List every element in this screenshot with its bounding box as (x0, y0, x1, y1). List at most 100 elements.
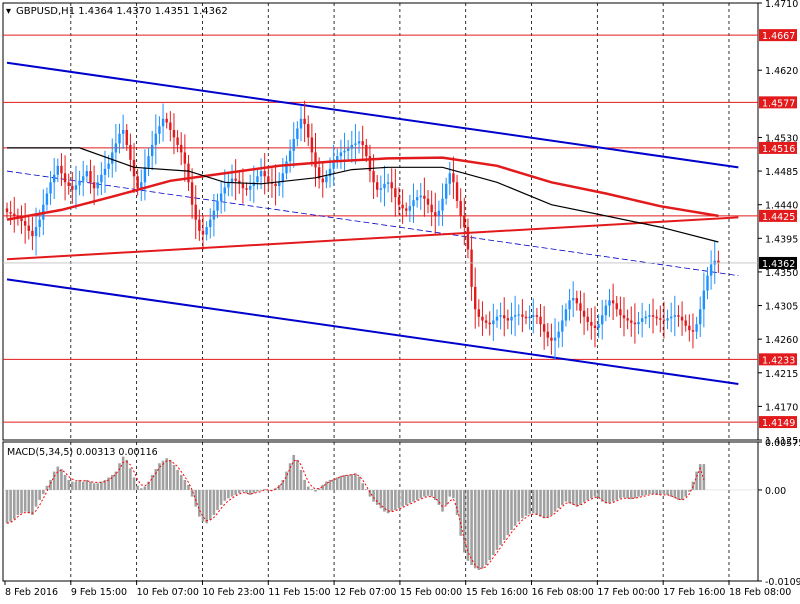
macd-bar (528, 489, 531, 515)
y-tick-label: 1.4620 (765, 66, 798, 77)
candle-body (118, 133, 121, 144)
macd-bar (223, 489, 227, 501)
candle-body (238, 180, 241, 184)
macd-header: MACD(5,34,5) 0.00313 0.00116 (7, 447, 158, 458)
macd-bar (306, 486, 310, 490)
candle-body (150, 144, 154, 157)
candle-body (499, 315, 502, 317)
candle-body (481, 316, 484, 321)
candle-body (27, 225, 30, 231)
candle-body (528, 316, 531, 319)
macd-bar (433, 489, 437, 500)
macd-bar (216, 489, 219, 510)
level-price-tag (759, 209, 797, 222)
level-price-label: 1.4233 (762, 355, 795, 366)
macd-bar (350, 474, 354, 490)
candle-body (67, 182, 70, 187)
candle-body (611, 300, 615, 304)
macd-bar (535, 489, 539, 515)
candle-body (626, 318, 629, 321)
candle-body (680, 316, 684, 321)
candle-body (673, 315, 677, 317)
candle-body (604, 305, 608, 316)
x-tick-label: 10 Feb 23:00 (202, 587, 264, 598)
macd-bar (335, 477, 339, 490)
candle-body (267, 176, 270, 183)
level-price-label: 1.4577 (762, 98, 795, 109)
y-tick-label: 1.4125 (765, 436, 798, 447)
macd-bar (194, 489, 198, 507)
macd-bar (63, 474, 67, 490)
macd-signal-line (6, 459, 705, 569)
candle-body (568, 300, 571, 310)
candle-body (659, 318, 662, 320)
candle-body (85, 171, 89, 177)
macd-bar (586, 489, 590, 500)
macd-bar (662, 489, 666, 495)
candle-body (256, 176, 259, 183)
candle-body (201, 230, 205, 235)
candle-body (263, 171, 266, 177)
macd-bar (34, 489, 38, 507)
macd-bar (640, 489, 644, 496)
macd-bar (553, 489, 557, 512)
candle-body (100, 174, 103, 183)
macd-bar (561, 489, 564, 505)
macd-bar (103, 479, 107, 490)
candle-body (644, 316, 647, 319)
macd-bar (506, 489, 510, 535)
macd-bar (12, 489, 16, 520)
macd-bar (365, 489, 368, 490)
y-tick-label: 1.4215 (765, 369, 798, 380)
macd-bar (27, 489, 31, 514)
macd-bar (139, 488, 143, 490)
macd-bar (437, 489, 441, 505)
macd-bar (201, 489, 205, 522)
macd-bar (644, 489, 648, 495)
candle-body (13, 213, 16, 216)
x-tick-label: 17 Feb 16:00 (663, 587, 725, 598)
y-tick-label: 1.4440 (765, 201, 798, 212)
macd-bar (241, 489, 245, 492)
x-tick-label: 17 Feb 00:00 (597, 587, 659, 598)
macd-bar (81, 481, 85, 490)
candle-body (303, 118, 306, 125)
candle-body (691, 330, 695, 332)
candle-body (307, 124, 310, 138)
macd-bar (677, 489, 680, 500)
macd-bar (412, 489, 415, 502)
macd-bar (267, 489, 270, 491)
candle-body (401, 204, 404, 209)
candle-body (194, 204, 197, 220)
candle-body (132, 159, 136, 177)
macd-bar (114, 471, 118, 490)
candle-body (651, 315, 655, 317)
candle-body (328, 168, 332, 177)
moving-average-line (6, 156, 719, 221)
macd-bar (78, 479, 81, 490)
macd-bar (600, 489, 604, 502)
candle-body (49, 182, 52, 194)
macd-bar (582, 489, 586, 503)
macd-bar (444, 489, 448, 505)
candle-body (542, 324, 546, 332)
candle-body (455, 182, 459, 201)
candle-body (336, 156, 339, 162)
candle-body (535, 315, 539, 317)
macd-bar (85, 479, 89, 490)
candle-body (579, 303, 582, 311)
macd-bar (303, 479, 306, 490)
macd-bar (702, 464, 706, 490)
macd-bar (557, 489, 560, 509)
candle-body (161, 118, 165, 127)
macd-bar (571, 489, 575, 505)
macd-bar (688, 489, 691, 492)
level-price-label: 1.4516 (762, 144, 795, 155)
candle-body (183, 152, 187, 164)
macd-bar (575, 489, 579, 507)
candle-body (546, 331, 549, 338)
macd-bar (285, 471, 288, 490)
macd-bar (415, 489, 419, 500)
